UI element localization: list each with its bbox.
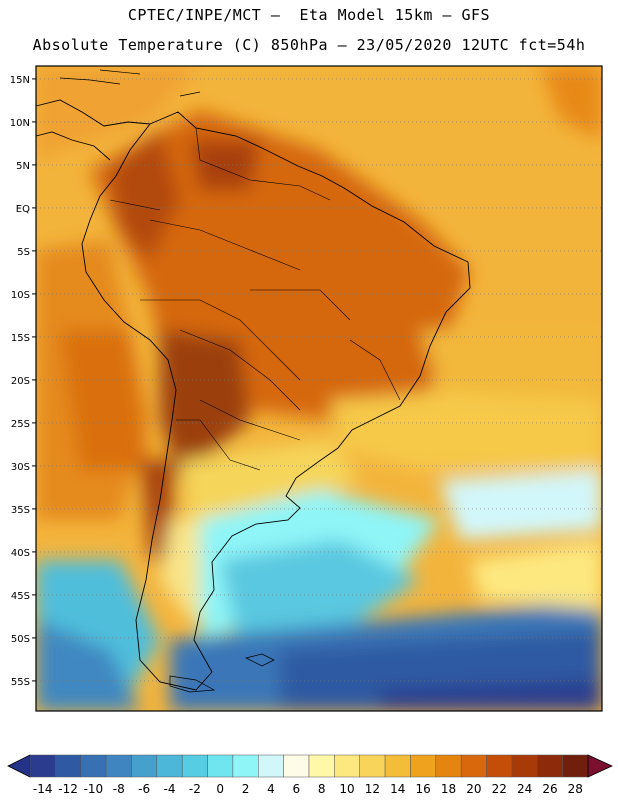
colorbar-bin <box>359 754 386 778</box>
temperature-colorbar: -14 -12 -10 -8 -6 -4 -2 0 2 4 6 8 10 12 14 16 18 20 22 24 26… <box>7 754 613 796</box>
colorbar-tick-label: 12 <box>365 782 380 796</box>
colorbar-under-triangle <box>7 754 31 778</box>
colorbar-tick-label: -10 <box>84 782 104 796</box>
colorbar-tick-label: 6 <box>292 782 300 796</box>
coastline-and-borders <box>35 69 471 693</box>
caribbean-islands <box>59 69 201 97</box>
field-pacific-hot <box>60 330 150 470</box>
field-deep-south-3 <box>380 680 602 711</box>
south-america-coastline <box>81 111 471 691</box>
colorbar-over-triangle <box>587 754 613 778</box>
central-america-coastline <box>35 99 151 161</box>
colorbar-bin <box>258 754 284 778</box>
colorbar-bin <box>384 754 411 778</box>
colorbar-tick-label: 20 <box>466 782 481 796</box>
lat-tick-label: EQ <box>16 204 30 215</box>
colorbar-bin <box>511 754 538 778</box>
colorbar-bin <box>29 754 56 778</box>
colorbar-bin <box>181 754 208 778</box>
colorbar-bin <box>537 754 563 778</box>
colorbar-tick-label: 4 <box>267 782 275 796</box>
colorbar-tick-label: 16 <box>415 782 430 796</box>
colorbar-tick-label: -12 <box>58 782 78 796</box>
field-atlantic-mid <box>420 330 602 400</box>
colorbar-bin <box>334 754 360 778</box>
colorbar-tick-label: -8 <box>113 782 125 796</box>
colorbar-bin <box>460 754 487 778</box>
colorbar-tick-label: -4 <box>164 782 176 796</box>
colorbar-tick-label: 24 <box>517 782 532 796</box>
colorbar-bin <box>156 754 183 778</box>
lat-tick-label: 15S <box>11 333 30 344</box>
colorbar-tick-label: 18 <box>441 782 456 796</box>
colorbar-bin <box>131 754 158 778</box>
map-title-line-1: CPTEC/INPE/MCT — Eta Model 15km — GFS <box>127 6 491 24</box>
field-north-andes <box>110 130 180 260</box>
lat-tick-label: 15N <box>10 75 30 86</box>
colorbar-bin <box>105 754 132 778</box>
colorbar-bin <box>435 754 462 778</box>
latitude-ticks: 15N 10N 5N EQ 5S 10S 15S 20S 25S 30S 35S 40S 45S 50S 5… <box>10 75 36 688</box>
colorbar-bin <box>55 754 81 778</box>
colorbar-tick-label: -6 <box>138 782 150 796</box>
colorbar-tick-label: 8 <box>318 782 326 796</box>
lat-tick-label: 10N <box>10 118 30 129</box>
map-frame <box>35 65 603 712</box>
lat-tick-label: 45S <box>11 591 30 602</box>
field-subtropical-cool <box>440 470 602 540</box>
colorbar-tick-label: 0 <box>216 782 224 796</box>
colorbar-bin <box>308 754 335 778</box>
colorbar-tick-label: 14 <box>390 782 405 796</box>
colorbar-bin <box>410 754 437 778</box>
lat-tick-label: 25S <box>11 419 30 430</box>
colorbar-tick-label: 26 <box>542 782 557 796</box>
colorbar-tick-label: 10 <box>339 782 354 796</box>
colorbar-bin <box>232 754 259 778</box>
lat-tick-label: 35S <box>11 505 30 516</box>
falkland-islands <box>244 653 275 667</box>
lat-tick-label: 5N <box>16 161 30 172</box>
lat-tick-label: 20S <box>11 376 30 387</box>
colorbar-bin <box>562 754 589 778</box>
colorbar-bin <box>207 754 234 778</box>
field-ne-warm <box>540 66 602 140</box>
lat-tick-label: 55S <box>11 677 30 688</box>
field-sw-colder <box>36 620 140 711</box>
lat-tick-label: 10S <box>11 290 30 301</box>
lat-tick-label: 5S <box>17 247 30 258</box>
tierra-del-fuego <box>169 675 216 693</box>
colorbar-tick-label: 22 <box>492 782 507 796</box>
colorbar-bin <box>80 754 107 778</box>
field-central-andes <box>160 330 250 480</box>
field-chile-andes <box>140 460 175 560</box>
lat-tick-label: 50S <box>11 634 30 645</box>
colorbar-tick-label: -14 <box>33 782 53 796</box>
colorbar-tick-label: 28 <box>568 782 583 796</box>
lat-tick-label: 40S <box>11 548 30 559</box>
map-title-line-2: Absolute Temperature (C) 850hPa — 23/05/… <box>32 36 586 54</box>
country-borders <box>109 127 401 471</box>
colorbar-tick-label: 2 <box>242 782 250 796</box>
field-atlantic-warm-tongue <box>470 540 602 610</box>
temperature-field <box>36 66 602 711</box>
field-nw-warm <box>36 66 200 160</box>
lat-tick-label: 30S <box>11 462 30 473</box>
colorbar-tick-label: -2 <box>189 782 201 796</box>
field-subtropical <box>330 380 602 470</box>
colorbar-bin <box>283 754 310 778</box>
colorbar-bin <box>486 754 513 778</box>
